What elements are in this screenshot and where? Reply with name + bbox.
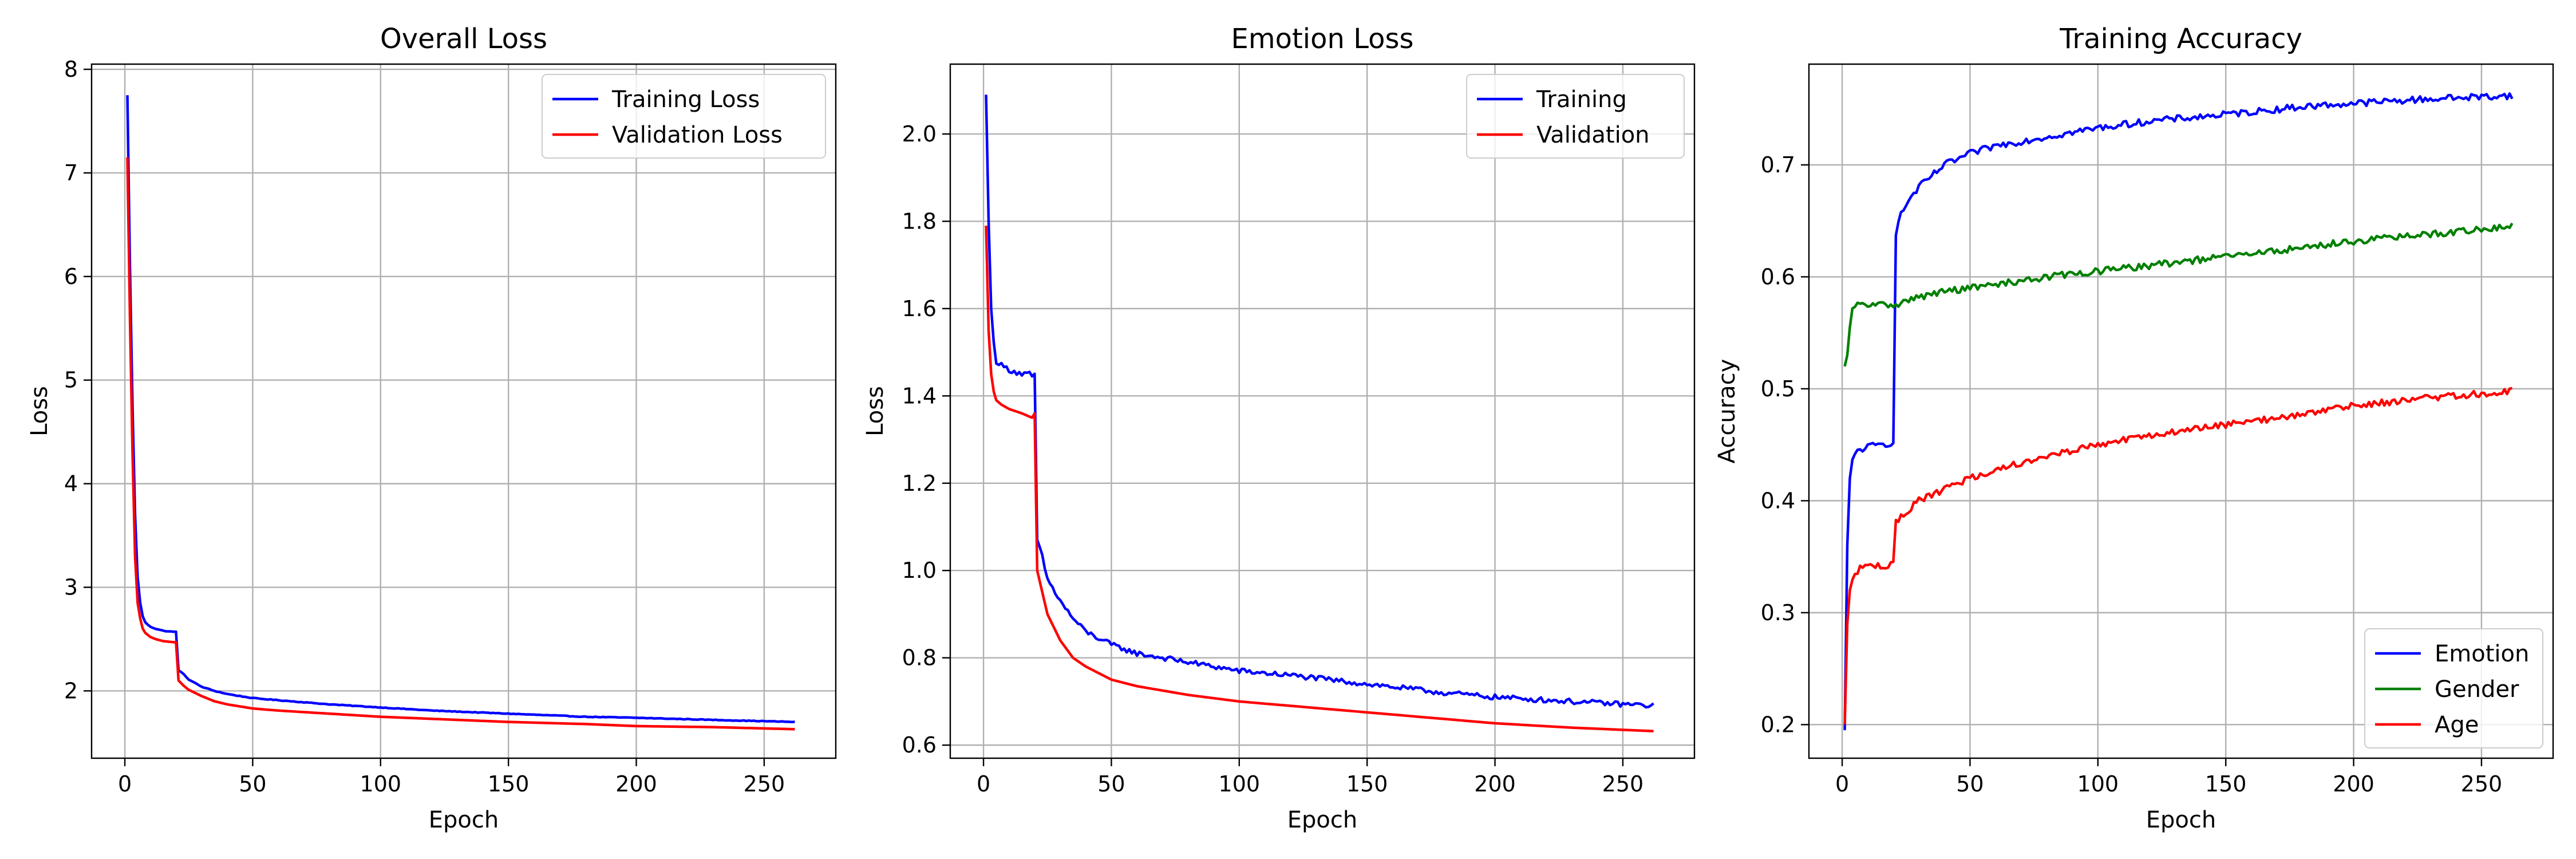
legend-label: Age (2435, 712, 2479, 738)
grid (1809, 64, 2553, 758)
plot-frame (1808, 63, 2554, 759)
y-tick-label: 0.2 (1761, 712, 1795, 737)
series-line-training-loss (126, 95, 795, 724)
legend-label: Validation (1536, 122, 1650, 148)
x-tick-label: 50 (1956, 771, 1984, 797)
y-tick-label: 0.4 (1761, 488, 1795, 513)
legend: Emotion Gender Age (2364, 628, 2543, 748)
series-layer (985, 94, 1654, 732)
y-tick-label: 1.2 (902, 471, 937, 496)
x-tick-label: 250 (744, 771, 785, 797)
y-tick-label: 6 (64, 264, 78, 289)
legend-label: Emotion (2435, 641, 2529, 667)
y-tick-label: 2.0 (902, 121, 937, 147)
panel-title: Emotion Loss (1231, 23, 1414, 55)
legend-box (2364, 628, 2543, 748)
series-line-age (1843, 387, 2513, 725)
series-layer (1843, 92, 2514, 731)
x-tick-label: 150 (1346, 771, 1388, 797)
series-line-training (985, 94, 1654, 709)
x-tick-label: 200 (615, 771, 657, 797)
y-tick-label: 4 (64, 471, 78, 497)
panel-overall-loss: Overall Loss 0 50 100 150 200 250 2 3 4 5 6 7 8 Epoc… (26, 23, 837, 833)
series-line-validation (985, 225, 1654, 732)
series-line-gender (1843, 222, 2514, 367)
legend: Training Loss Validation Loss (542, 74, 826, 159)
x-tick-label: 150 (2205, 771, 2247, 797)
y-tick-label: 0.6 (1761, 264, 1795, 289)
grid (92, 64, 836, 758)
y-tick-label: 3 (64, 575, 78, 600)
panel-title: Overall Loss (380, 23, 547, 55)
panel-training-accuracy: Training Accuracy 0 50 100 150 200 2500.20.30… (1714, 23, 2554, 833)
y-tick-label: 0.6 (902, 732, 937, 758)
x-tick-label: 100 (360, 771, 402, 797)
y-tick-label: 0.3 (1761, 600, 1795, 625)
legend-label: Training (1536, 86, 1627, 113)
series-layer (126, 95, 795, 731)
ticks: 0 50 100 150 200 250 2 3 4 5 6 7 8 (64, 57, 785, 797)
legend-box (542, 74, 826, 159)
y-axis-label: Loss (862, 386, 888, 436)
y-tick-label: 8 (64, 57, 78, 82)
series-line-validation-loss (126, 157, 795, 731)
series-line-emotion (1843, 92, 2514, 731)
x-tick-label: 50 (239, 771, 266, 797)
y-tick-label: 5 (64, 368, 78, 393)
x-tick-label: 250 (1602, 771, 1644, 797)
y-tick-label: 0.5 (1761, 376, 1795, 401)
ticks: 0 50 100 150 200 250 0.6 0.8 1.0 1.2 1.4 1.6 1.8 2.0 (902, 121, 1644, 797)
x-axis-label: Epoch (429, 807, 499, 833)
y-axis-label: Loss (26, 386, 53, 436)
y-tick-label: 1.0 (902, 558, 937, 583)
y-tick-label: 1.4 (902, 383, 937, 408)
ticks: 0 50 100 150 200 250 0.2 0.3 0.4 0.5 0.6 0.7 (1761, 152, 2503, 797)
x-tick-label: 100 (2077, 771, 2119, 797)
x-tick-label: 200 (2333, 771, 2374, 797)
plot-frame (90, 63, 837, 759)
legend-label: Training Loss (611, 86, 760, 113)
x-tick-label: 150 (488, 771, 530, 797)
legend-label: Gender (2435, 676, 2519, 703)
y-tick-label: 0.7 (1761, 152, 1795, 178)
x-tick-label: 100 (1219, 771, 1261, 797)
legend-label: Validation Loss (612, 122, 783, 148)
x-axis-label: Epoch (2146, 807, 2216, 833)
y-tick-label: 7 (64, 160, 78, 186)
y-tick-label: 1.6 (902, 296, 937, 321)
x-tick-label: 0 (1835, 771, 1849, 797)
legend: Training Validation (1466, 74, 1685, 159)
panel-title: Training Accuracy (2059, 23, 2302, 55)
x-tick-label: 0 (118, 771, 132, 797)
y-tick-label: 2 (64, 678, 78, 703)
x-tick-label: 50 (1097, 771, 1125, 797)
y-tick-label: 0.8 (902, 645, 937, 671)
panel-emotion-loss: Emotion Loss 0 50 100 150 200 250 0.6 0.8 1.0 1.2… (862, 23, 1696, 833)
y-axis-label: Accuracy (1714, 359, 1740, 464)
x-tick-label: 250 (2461, 771, 2503, 797)
y-tick-label: 1.8 (902, 208, 937, 234)
plot-frame (949, 63, 1696, 759)
x-tick-label: 200 (1474, 771, 1516, 797)
legend-box (1466, 74, 1685, 159)
x-axis-label: Epoch (1287, 807, 1357, 833)
x-tick-label: 0 (977, 771, 990, 797)
